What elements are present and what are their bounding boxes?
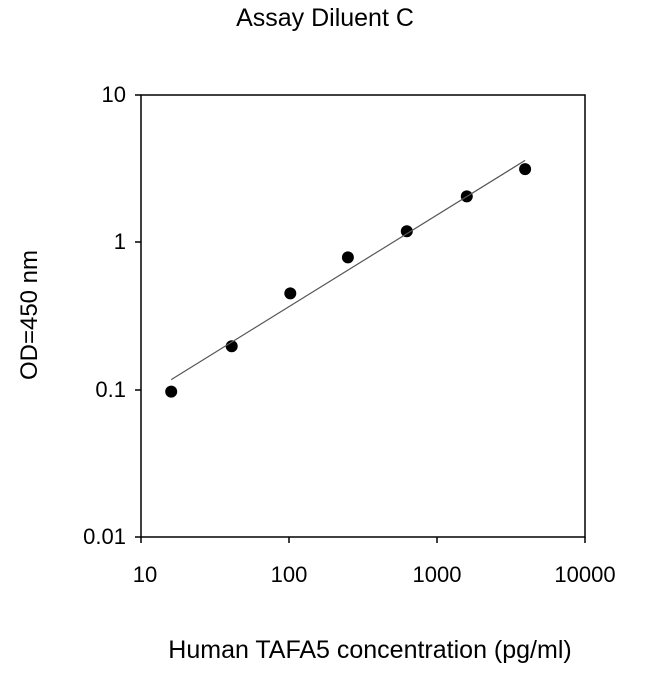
data-point bbox=[165, 385, 178, 398]
y-tick-label: 0.1 bbox=[95, 377, 126, 402]
plot-frame bbox=[140, 94, 586, 538]
data-point bbox=[400, 225, 413, 238]
y-tick-label: 1 bbox=[113, 229, 126, 254]
x-axis-label: Human TAFA5 concentration (pg/ml) bbox=[168, 636, 572, 664]
regression-line bbox=[170, 159, 526, 381]
data-point bbox=[519, 163, 532, 176]
x-tick-label: 10 bbox=[132, 562, 158, 587]
data-series bbox=[165, 163, 532, 398]
data-point bbox=[284, 287, 297, 300]
y-tick-label: 0.01 bbox=[83, 524, 126, 549]
x-axis-ticks bbox=[140, 537, 586, 543]
data-point bbox=[341, 251, 354, 264]
x-tick-label: 10000 bbox=[554, 562, 616, 587]
y-axis-ticks bbox=[135, 94, 141, 538]
x-tick-label: 100 bbox=[270, 562, 308, 587]
x-tick-label: 1000 bbox=[412, 562, 462, 587]
chart-title: Assay Diluent C bbox=[236, 4, 414, 32]
y-tick-label: 10 bbox=[101, 82, 126, 107]
